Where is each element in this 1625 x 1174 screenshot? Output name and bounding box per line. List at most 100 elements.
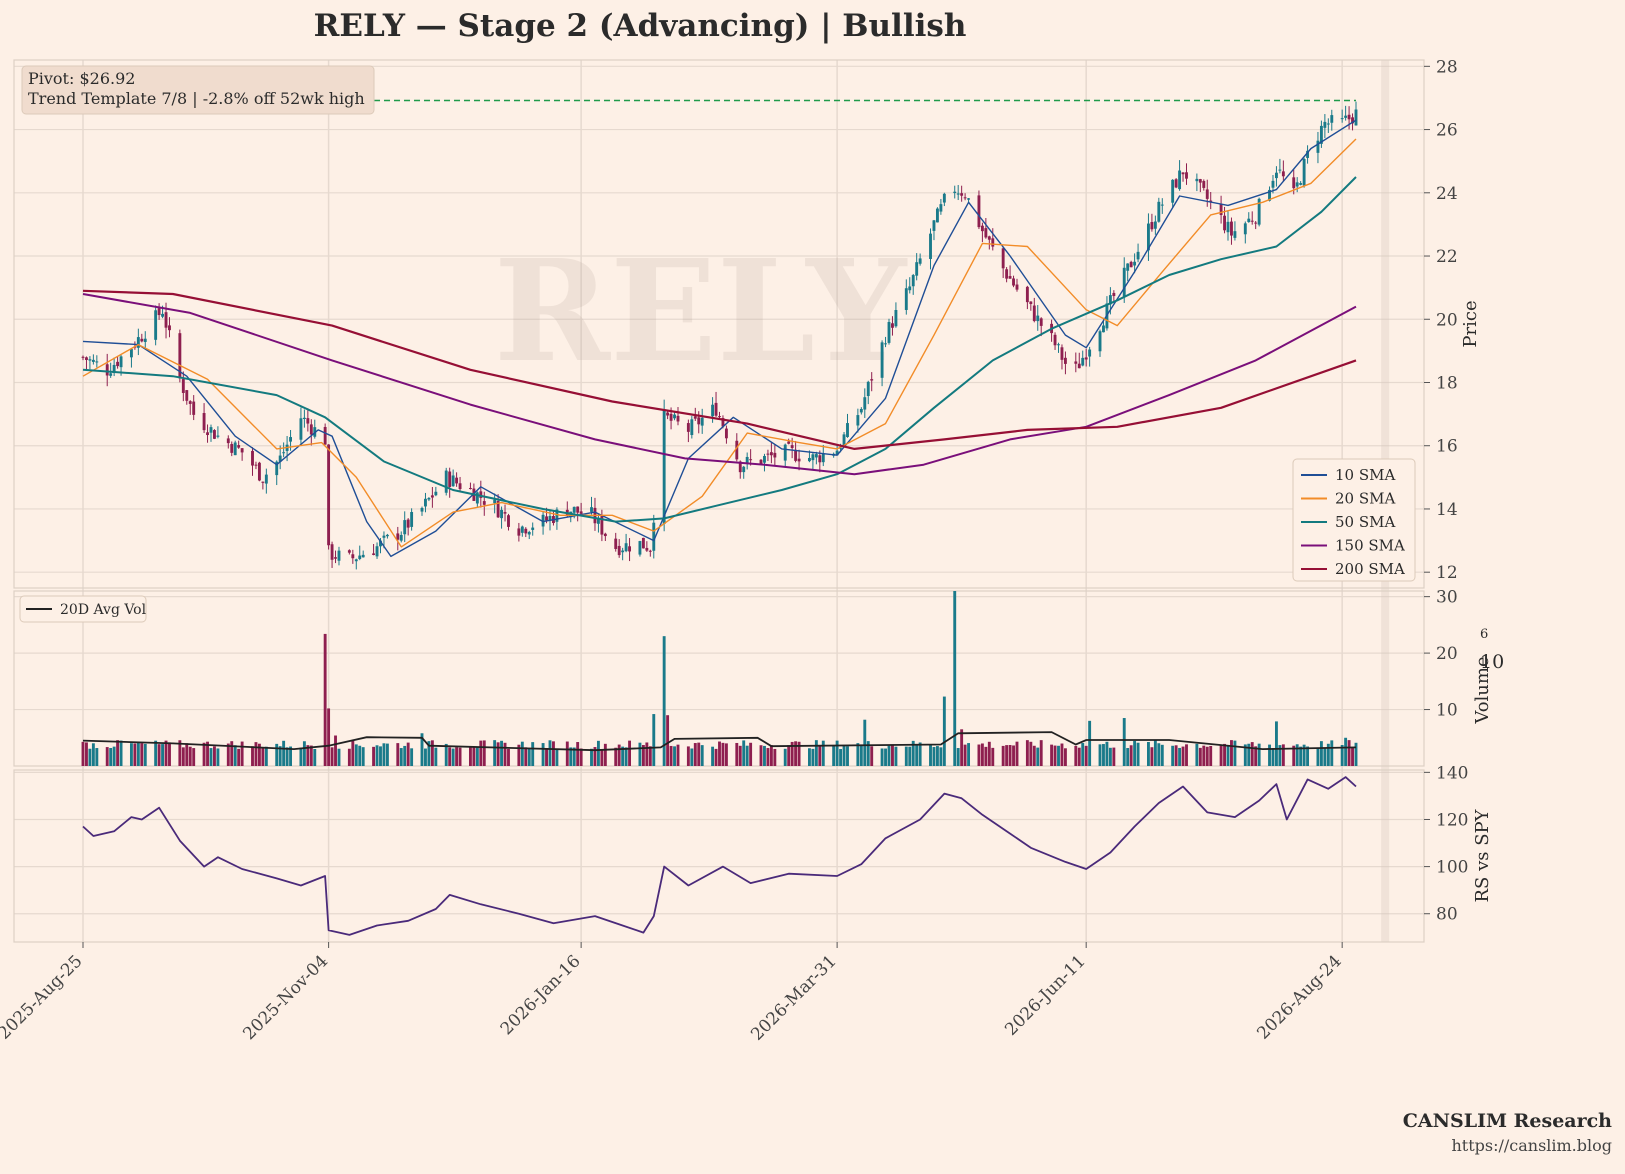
volume-bar — [942, 696, 946, 766]
candle-up — [403, 520, 407, 535]
volume-bar — [742, 740, 746, 766]
candle-down — [261, 481, 265, 483]
volume-bar — [783, 748, 787, 766]
volume-bar — [458, 747, 462, 766]
volume-bar — [230, 741, 234, 766]
pivot-annotation: Pivot: $26.92 Trend Template 7/8 | -2.8%… — [21, 65, 375, 115]
volume-bar — [915, 745, 919, 766]
price-tick-label: 12 — [1436, 563, 1458, 583]
candle-up — [842, 434, 846, 446]
candle-up — [624, 543, 628, 552]
candle-down — [1281, 171, 1285, 177]
candle-down — [251, 450, 254, 466]
volume-bar — [1226, 746, 1230, 766]
pivot-text: Pivot: $26.92 — [28, 69, 135, 88]
volume-bar — [590, 748, 593, 766]
volume-bar — [1254, 746, 1258, 766]
volume-bar — [129, 743, 133, 766]
volume-bar — [451, 748, 455, 766]
candle-up — [908, 286, 912, 291]
candle-down — [396, 533, 400, 540]
volume-bar — [766, 748, 770, 766]
candle-down — [81, 356, 85, 358]
candle-up — [1274, 172, 1278, 179]
candle-up — [275, 461, 279, 476]
volume-bar — [552, 741, 555, 766]
candle-down — [448, 471, 452, 487]
candle-down — [257, 462, 261, 481]
volume-bar — [323, 633, 327, 766]
candle-up — [1226, 221, 1230, 233]
volume-bar — [257, 743, 261, 766]
volume-bar — [1295, 744, 1299, 766]
volume-bar — [427, 741, 431, 766]
candle-up — [361, 554, 365, 558]
volume-bar — [226, 743, 230, 766]
candle-down — [1181, 172, 1185, 175]
candle-down — [980, 225, 984, 232]
volume-bar — [237, 748, 241, 766]
candle-up — [278, 455, 282, 462]
candle-down — [617, 545, 621, 556]
volume-bar — [1126, 748, 1130, 766]
candle-up — [1271, 180, 1275, 188]
volume-bar — [1160, 744, 1164, 766]
candle-up — [302, 417, 306, 419]
volume-bar — [1015, 741, 1019, 766]
candle-down — [645, 547, 649, 551]
volume-bar — [240, 741, 244, 766]
candle-up — [289, 437, 292, 442]
candle-down — [1008, 276, 1012, 279]
candle-up — [1344, 115, 1348, 118]
candle-down — [603, 533, 607, 537]
volume-bar — [1202, 745, 1206, 766]
volume-bar — [330, 747, 334, 766]
candle-up — [1326, 123, 1330, 125]
candle-up — [1247, 218, 1251, 223]
volume-bar — [133, 743, 137, 766]
volume-bar — [1025, 740, 1029, 766]
candle-up — [209, 427, 213, 433]
candle-up — [935, 208, 939, 223]
volume-bar — [503, 742, 507, 766]
volume-bar — [593, 747, 597, 766]
candle-up — [939, 204, 943, 212]
volume-scale-label: 10 — [1480, 651, 1504, 673]
volume-bar — [617, 744, 621, 766]
volume-bar — [1105, 741, 1109, 766]
volume-bar — [1157, 743, 1161, 766]
legend-label: 200 SMA — [1335, 560, 1405, 578]
candle-down — [1029, 301, 1033, 305]
volume-bar — [811, 748, 815, 766]
volume-bar — [181, 747, 185, 766]
candle-down — [327, 444, 331, 546]
volume-bar — [254, 742, 258, 766]
candle-up — [154, 310, 158, 340]
candle-up — [410, 511, 414, 527]
candle-up — [880, 342, 884, 378]
volume-bar — [1053, 745, 1057, 766]
volume-bar — [347, 748, 351, 766]
candle-down — [181, 379, 185, 393]
candle-up — [95, 361, 99, 363]
volume-bar — [887, 745, 891, 766]
volume-bar — [527, 748, 531, 766]
volume-bar — [216, 748, 220, 766]
candle-down — [1230, 221, 1233, 236]
candle-down — [1005, 269, 1009, 279]
sma150-line — [82, 293, 1357, 476]
candle-down — [991, 238, 995, 247]
candle-down — [787, 441, 791, 444]
volume-bar — [1001, 745, 1005, 766]
candle-up — [161, 313, 165, 317]
footer-brand: CANSLIM Research — [1403, 1110, 1612, 1132]
candle-up — [811, 454, 815, 461]
volume-bar — [372, 746, 376, 766]
candle-up — [264, 474, 268, 484]
candle-up — [835, 450, 839, 456]
candle-down — [766, 453, 770, 455]
candle-down — [759, 459, 763, 464]
volume-bar — [911, 740, 915, 766]
candle-up — [814, 454, 818, 458]
